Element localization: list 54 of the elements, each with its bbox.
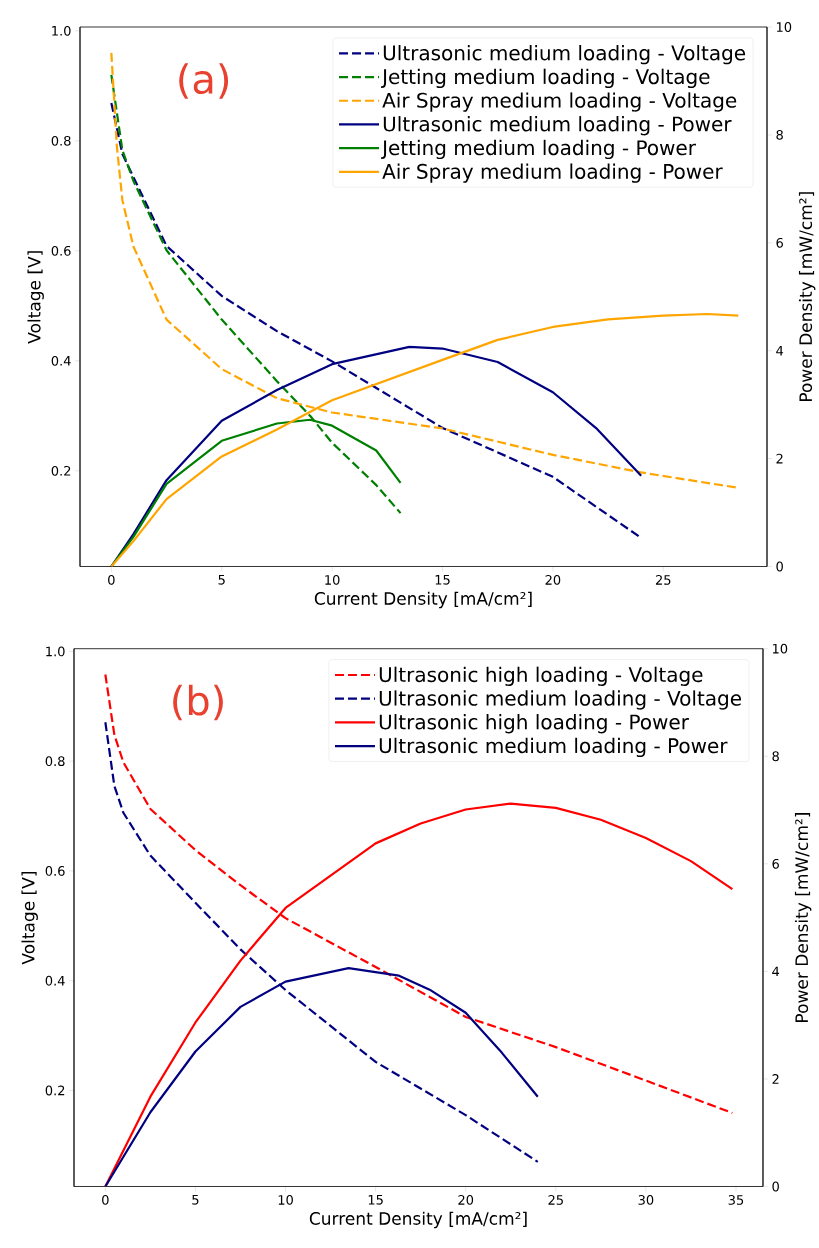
x-tick-label: 20 xyxy=(458,1195,474,1205)
legend-label: Air Spray medium loading - Voltage xyxy=(382,92,737,112)
y2-tick-label: 8 xyxy=(776,129,784,140)
y-axis-title: Voltage [V] xyxy=(27,251,45,344)
legend-label: Ultrasonic high loading - Power xyxy=(379,714,690,734)
y2-tick-label: 6 xyxy=(772,858,780,869)
y2-tick-label: 10 xyxy=(773,643,788,654)
x-tick-label: 10 xyxy=(325,575,340,585)
y2-tick-label: 0 xyxy=(772,1181,780,1192)
y-tick-label: 0.8 xyxy=(45,756,65,767)
legend-label: Ultrasonic medium loading - Power xyxy=(384,116,732,136)
legend-label: Ultrasonic medium loading - Voltage xyxy=(384,44,746,65)
y-tick-label: 0.4 xyxy=(51,355,71,366)
x-tick-label: 30 xyxy=(638,1195,654,1205)
y-tick-label: 0.2 xyxy=(45,1085,65,1096)
y2-tick-label: 4 xyxy=(776,345,784,356)
annotation: (a) xyxy=(179,63,229,99)
x-tick-label: 10 xyxy=(278,1195,294,1205)
y2-tick-label: 0 xyxy=(776,561,784,572)
y2-axis-title: Power Density [mW/cm²] xyxy=(799,192,816,402)
x-tick-label: 35 xyxy=(728,1195,744,1205)
legend-label: Jetting medium loading - Voltage xyxy=(381,68,710,89)
x-tick-label: 25 xyxy=(656,575,671,585)
y-tick-label: 0.8 xyxy=(51,135,71,146)
y2-tick-label: 8 xyxy=(772,751,780,762)
y2-tick-label: 4 xyxy=(772,966,780,977)
annotation: (b) xyxy=(173,684,224,721)
legend-label: Jetting medium loading - Power xyxy=(381,139,697,160)
y-tick-label: 0.2 xyxy=(51,465,71,476)
x-tick-label: 25 xyxy=(548,1195,564,1205)
x-axis-title: Current Density [mA/cm²] xyxy=(315,591,532,609)
y-tick-label: 0.6 xyxy=(45,866,65,876)
y-tick-label: 1.0 xyxy=(52,25,71,36)
x-tick-label: 15 xyxy=(368,1195,383,1205)
legend-label: Ultrasonic medium loading - Power xyxy=(379,737,728,758)
legend-label: Ultrasonic high loading - Voltage xyxy=(379,666,703,686)
y-tick-label: 0.6 xyxy=(51,245,71,256)
x-tick-label: 15 xyxy=(435,575,450,585)
y2-tick-label: 2 xyxy=(776,453,783,464)
legend-label: Air Spray medium loading - Power xyxy=(382,163,723,183)
y2-tick-label: 2 xyxy=(772,1074,779,1084)
x-tick-label: 0 xyxy=(108,575,115,585)
x-tick-label: 20 xyxy=(545,575,561,585)
y-tick-label: 0.4 xyxy=(45,975,65,986)
y2-axis-title: Power Density [mW/cm²] xyxy=(795,813,812,1022)
x-tick-label: 0 xyxy=(102,1195,109,1205)
x-tick-label: 5 xyxy=(218,575,225,585)
x-axis-title: Current Density [mA/cm²] xyxy=(310,1211,527,1229)
legend-label: Ultrasonic medium loading - Voltage xyxy=(379,690,742,710)
x-tick-label: 5 xyxy=(192,1195,199,1205)
y-axis-title: Voltage [V] xyxy=(21,872,39,965)
y-tick-label: 1.0 xyxy=(46,646,65,657)
y2-tick-label: 6 xyxy=(776,237,784,248)
y2-tick-label: 10 xyxy=(777,22,792,32)
